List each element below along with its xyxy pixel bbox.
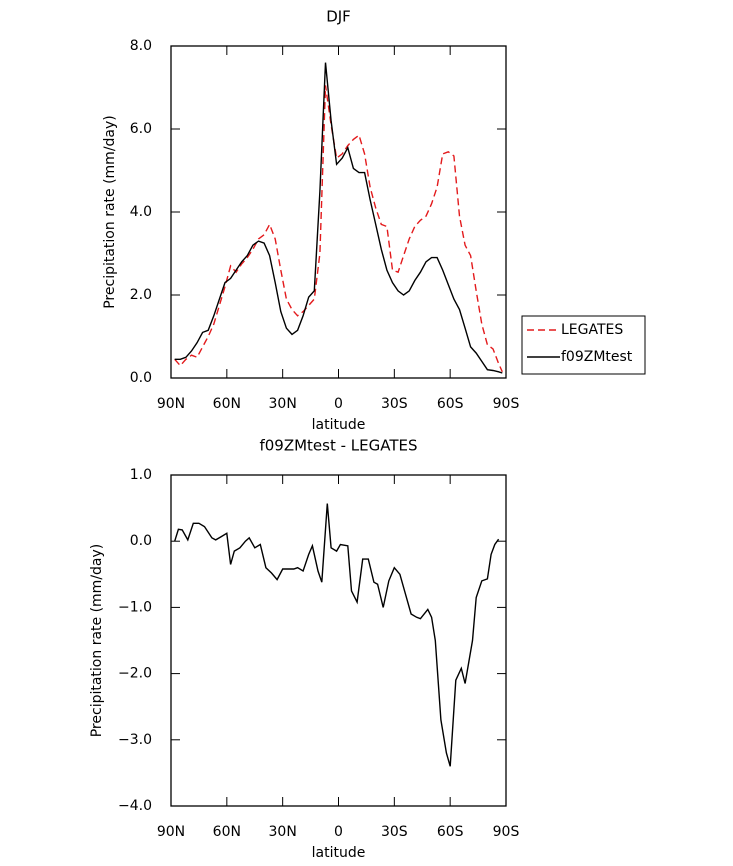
plot-frame <box>170 45 507 379</box>
x-tick-label: 30S <box>381 396 408 412</box>
series-line <box>174 62 503 374</box>
x-tick-label: 0 <box>334 824 343 840</box>
legend-label: f09ZMtest <box>561 349 633 365</box>
x-tick-label: 60S <box>437 824 464 840</box>
x-tick-label: 90S <box>493 396 520 412</box>
chart-title: f09ZMtest - LEGATES <box>259 437 417 455</box>
x-tick-label: 30N <box>269 824 297 840</box>
legend-box <box>521 315 646 375</box>
x-axis-label: latitude <box>312 845 366 861</box>
y-tick-label: −2.0 <box>118 666 152 682</box>
y-axis-label: Precipitation rate (mm/day) <box>89 544 105 738</box>
x-tick-label: 30N <box>269 396 297 412</box>
y-tick-label: −3.0 <box>118 732 152 748</box>
plot-frame <box>170 474 507 807</box>
x-tick-label: 90N <box>157 824 185 840</box>
x-tick-label: 90S <box>493 824 520 840</box>
series-line <box>174 503 500 767</box>
x-axis-label: latitude <box>312 417 366 433</box>
x-tick-label: 60N <box>213 824 241 840</box>
y-tick-label: 2.0 <box>130 287 152 303</box>
x-tick-label: 60N <box>213 396 241 412</box>
y-tick-label: −1.0 <box>118 599 152 615</box>
y-axis-label: Precipitation rate (mm/day) <box>102 115 118 309</box>
x-tick-label: 90N <box>157 396 185 412</box>
x-tick-label: 60S <box>437 396 464 412</box>
legend-label: LEGATES <box>561 322 623 338</box>
y-tick-label: 1.0 <box>130 467 152 483</box>
y-tick-label: −4.0 <box>118 798 152 814</box>
y-tick-label: 0.0 <box>130 533 152 549</box>
series-line <box>174 85 503 373</box>
y-tick-label: 4.0 <box>130 204 152 220</box>
y-tick-label: 8.0 <box>130 38 152 54</box>
x-tick-label: 30S <box>381 824 408 840</box>
y-tick-label: 6.0 <box>130 121 152 137</box>
y-tick-label: 0.0 <box>130 370 152 386</box>
x-tick-label: 0 <box>334 396 343 412</box>
chart-title: DJF <box>326 8 351 26</box>
